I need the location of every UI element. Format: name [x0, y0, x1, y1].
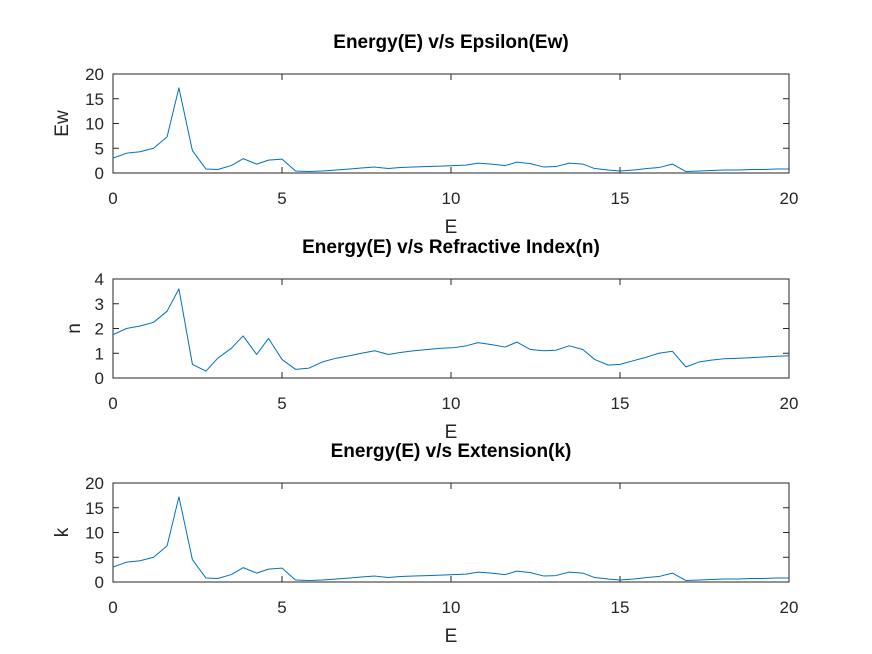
x-tick-label: 5 — [277, 598, 286, 617]
x-tick-label: 10 — [442, 598, 461, 617]
x-axis-label: E — [445, 217, 458, 238]
axes-box — [112, 73, 790, 174]
x-tick-label: 0 — [108, 189, 117, 208]
chart-title: Energy(E) v/s Epsilon(Ew) — [333, 32, 568, 53]
x-axis-label: E — [445, 626, 458, 647]
chart-title: Energy(E) v/s Refractive Index(n) — [302, 237, 600, 258]
chart-title: Energy(E) v/s Extension(k) — [331, 441, 572, 462]
y-tick-label: 15 — [85, 499, 104, 518]
x-tick-label: 15 — [611, 598, 630, 617]
x-tick-label: 15 — [611, 394, 630, 413]
y-tick-label: 5 — [95, 139, 104, 158]
y-tick-label: 10 — [85, 524, 104, 543]
x-tick-label: 0 — [108, 598, 117, 617]
series-line — [112, 496, 789, 582]
x-tick-label: 10 — [442, 189, 461, 208]
y-tick-label: 20 — [85, 65, 104, 84]
y-tick-label: 20 — [85, 474, 104, 493]
series-line — [112, 87, 789, 173]
x-tick-label: 20 — [780, 598, 799, 617]
x-tick-label: 5 — [277, 189, 286, 208]
axes-box — [112, 278, 790, 379]
subplot-extension: 0 5 10 15 20 0 5 10 15 20 Energy(E) v/s Extension(… — [52, 441, 798, 647]
y-tick-label: 3 — [95, 295, 104, 314]
x-tick-label: 10 — [442, 394, 461, 413]
x-tick-label: 20 — [780, 189, 799, 208]
y-tick-label: 1 — [95, 344, 104, 363]
y-tick-label: 2 — [95, 320, 104, 339]
subplot-refractive-index: 0 5 10 15 20 0 1 2 3 4 Energy(E) v/s Refractive In… — [64, 237, 798, 443]
subplot-epsilon: 0 5 10 15 20 0 5 10 15 20 Energy(E) v/s Epsilon(Ew… — [52, 32, 798, 238]
x-tick-label: 20 — [780, 394, 799, 413]
x-tick-label: 5 — [277, 394, 286, 413]
y-tick-label: 0 — [95, 164, 104, 183]
x-tick-label: 15 — [611, 189, 630, 208]
axes-box — [112, 482, 790, 583]
y-tick-label: 0 — [95, 573, 104, 592]
y-tick-label: 15 — [85, 90, 104, 109]
y-axis-label: k — [52, 527, 73, 537]
x-axis-label: E — [445, 422, 458, 443]
y-tick-label: 5 — [95, 548, 104, 567]
y-tick-label: 0 — [95, 369, 104, 388]
series-line — [112, 288, 790, 372]
x-tick-label: 0 — [108, 394, 117, 413]
y-axis-label: Ew — [52, 110, 73, 137]
y-tick-label: 4 — [95, 270, 104, 289]
y-axis-label: n — [64, 323, 85, 334]
y-tick-label: 10 — [85, 115, 104, 134]
